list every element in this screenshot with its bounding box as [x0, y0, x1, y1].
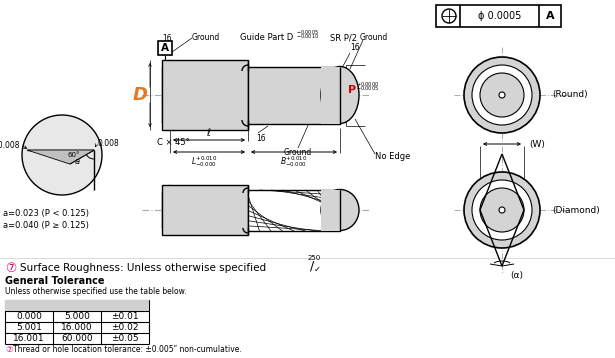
Text: ✓: ✓	[314, 265, 321, 274]
Text: (Diamond): (Diamond)	[552, 205, 600, 214]
Text: 250: 250	[308, 255, 321, 261]
Bar	[158, 41, 172, 55]
Text: Guide Part D: Guide Part D	[240, 34, 293, 43]
Bar	[321, 67, 340, 124]
Text: ±0.02: ±0.02	[111, 323, 139, 332]
Text: Ground: Ground	[284, 148, 312, 157]
Text: (α): (α)	[510, 271, 523, 280]
Circle shape	[499, 92, 505, 98]
Text: A: A	[546, 11, 554, 21]
Text: Ground: Ground	[360, 34, 388, 43]
Circle shape	[472, 65, 532, 125]
Text: Surface Roughness: Unless otherwise specified: Surface Roughness: Unless otherwise spec…	[20, 263, 266, 273]
Text: P: P	[348, 85, 356, 95]
Text: (W): (W)	[529, 140, 545, 149]
Circle shape	[464, 57, 540, 133]
Text: D: D	[132, 86, 148, 104]
Text: $^{-0.0005}_{-0.0010}$: $^{-0.0005}_{-0.0010}$	[296, 28, 319, 42]
Text: /: /	[310, 260, 314, 272]
Circle shape	[480, 73, 524, 117]
Bar	[248, 190, 340, 231]
Ellipse shape	[321, 189, 359, 231]
Text: a=0.040 (P ≥ 0.125): a=0.040 (P ≥ 0.125)	[3, 221, 89, 230]
Text: From: From	[16, 301, 42, 310]
Text: 16: 16	[350, 43, 360, 52]
Text: SR P/2: SR P/2	[330, 34, 357, 43]
Text: 60°: 60°	[68, 152, 80, 158]
Circle shape	[499, 207, 505, 213]
Circle shape	[22, 115, 102, 195]
Text: 16.001: 16.001	[13, 334, 45, 343]
Circle shape	[472, 180, 532, 240]
Text: To: To	[71, 301, 82, 310]
Text: General Tolerance: General Tolerance	[5, 276, 105, 286]
Text: 16.000: 16.000	[61, 323, 93, 332]
Bar	[321, 190, 340, 231]
Text: $\ell$: $\ell$	[206, 126, 212, 138]
Bar	[162, 60, 248, 130]
Text: ⑦: ⑦	[5, 345, 12, 354]
Text: 5.000: 5.000	[64, 312, 90, 321]
Circle shape	[442, 9, 456, 23]
Circle shape	[480, 188, 524, 232]
Text: 60.000: 60.000	[61, 334, 93, 343]
Bar	[436, 5, 561, 27]
Text: A: A	[161, 43, 169, 53]
Ellipse shape	[321, 67, 359, 124]
Text: 16: 16	[256, 134, 266, 143]
Text: 0.000: 0.000	[16, 312, 42, 321]
Text: a=0.023 (P < 0.125): a=0.023 (P < 0.125)	[3, 209, 89, 218]
Text: $^{+0.0000}_{-0.0005}$: $^{+0.0000}_{-0.0005}$	[356, 80, 379, 94]
Text: 16: 16	[162, 34, 172, 43]
Text: ±0.05: ±0.05	[111, 334, 139, 343]
Text: 5.001: 5.001	[16, 323, 42, 332]
Bar	[162, 185, 248, 235]
Text: ±0.01: ±0.01	[111, 312, 139, 321]
Bar	[248, 67, 340, 124]
Text: (Round): (Round)	[552, 91, 587, 100]
Text: $L^{+0.010}_{-0.000}$: $L^{+0.010}_{-0.000}$	[191, 154, 217, 169]
Text: a: a	[74, 158, 79, 166]
Bar	[5, 300, 149, 311]
Text: Ground: Ground	[192, 34, 220, 43]
Text: No Edge: No Edge	[375, 152, 410, 161]
Text: Unless otherwise specified use the table below.: Unless otherwise specified use the table…	[5, 286, 186, 295]
Text: Tolerance: Tolerance	[100, 301, 149, 310]
Text: R 0.008: R 0.008	[0, 140, 20, 150]
Text: C × 45°: C × 45°	[157, 138, 190, 147]
Text: ϕ 0.0005: ϕ 0.0005	[478, 11, 521, 21]
Text: Thread or hole location tolerance: ±0.005ʺ non-cumulative.: Thread or hole location tolerance: ±0.00…	[13, 345, 242, 354]
Text: 0.008: 0.008	[97, 139, 119, 147]
Polygon shape	[27, 150, 94, 164]
Text: $B^{+0.010}_{-0.000}$: $B^{+0.010}_{-0.000}$	[280, 154, 308, 169]
Text: ⑦: ⑦	[5, 261, 16, 275]
Circle shape	[464, 172, 540, 248]
